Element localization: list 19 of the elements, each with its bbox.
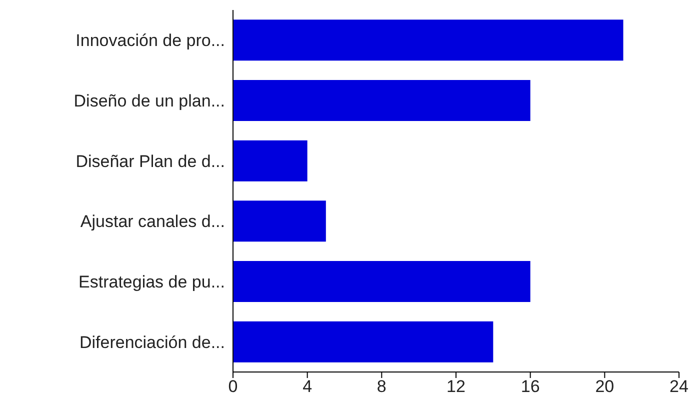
y-tick-label: Diseñar Plan de d... bbox=[76, 152, 225, 171]
bar bbox=[233, 140, 308, 182]
bar bbox=[233, 321, 494, 362]
x-tick-label: 4 bbox=[302, 377, 312, 396]
bar bbox=[233, 200, 326, 242]
x-tick-label: 0 bbox=[228, 377, 238, 396]
x-tick-label: 8 bbox=[376, 377, 386, 396]
x-tick-label: 16 bbox=[520, 377, 540, 396]
bar bbox=[233, 20, 624, 61]
y-tick-label: Innovación de pro... bbox=[76, 31, 225, 50]
x-tick-label: 20 bbox=[595, 377, 614, 396]
y-tick-label: Diferenciación de... bbox=[79, 332, 225, 352]
y-tick-label: Estrategias de pu... bbox=[78, 272, 225, 292]
y-tick-label: Diseño de un plan... bbox=[74, 92, 225, 111]
y-tick-label: Ajustar canales d... bbox=[80, 212, 225, 232]
x-tick-label: 12 bbox=[446, 377, 466, 396]
x-tick-label: 24 bbox=[670, 377, 688, 396]
bar bbox=[233, 80, 530, 121]
bar bbox=[233, 260, 530, 302]
